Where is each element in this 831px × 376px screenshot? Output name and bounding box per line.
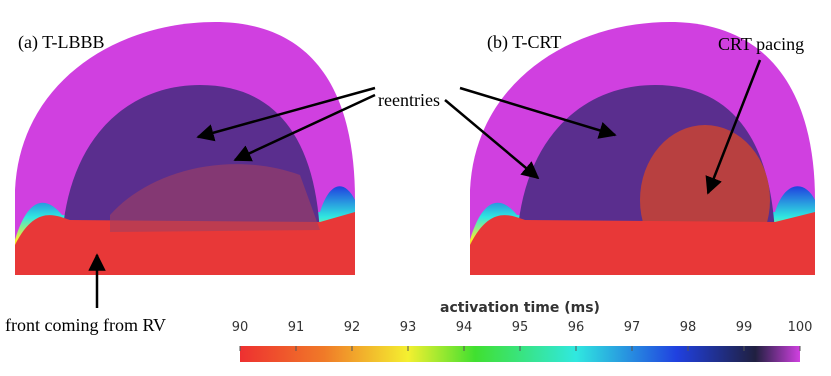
tick-label: 100 [788, 320, 813, 335]
tick-label: 91 [288, 320, 305, 335]
tick-label: 90 [232, 320, 249, 335]
tick-label: 92 [344, 320, 361, 335]
annotation: front coming from RV [5, 315, 166, 335]
annotation: CRT pacing [718, 34, 804, 54]
heart-a [15, 21, 355, 275]
tick-label: 97 [624, 320, 641, 335]
tick-label: 98 [680, 320, 697, 335]
heart-b [470, 21, 815, 275]
tick-label: 94 [456, 320, 473, 335]
tick-label: 95 [512, 320, 529, 335]
arrows [88, 59, 762, 308]
tick-label: 93 [400, 320, 417, 335]
colorbar [240, 346, 800, 362]
panel-label: (a) T-LBBB [18, 32, 105, 53]
annotation: reentries [378, 90, 440, 110]
tick-label: 99 [736, 320, 753, 335]
colorbar-title: activation time (ms) [440, 300, 600, 316]
panel-label: (b) T-CRT [487, 32, 561, 53]
tick-label: 96 [568, 320, 585, 335]
